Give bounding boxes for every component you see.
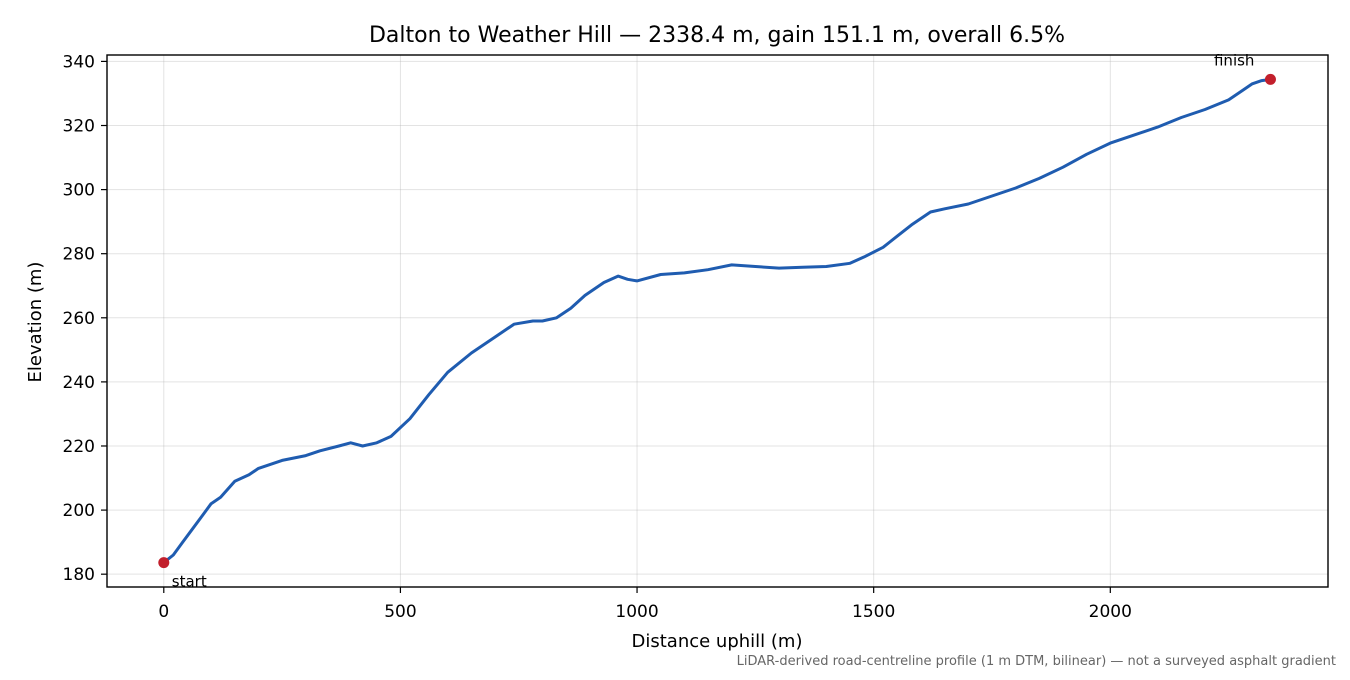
chart-title: Dalton to Weather Hill — 2338.4 m, gain … <box>369 23 1065 48</box>
x-axis-label: Distance uphill (m) <box>632 631 803 652</box>
elevation-line <box>162 77 1272 565</box>
marker-layer: start finish <box>158 51 1276 591</box>
y-tick-label: 300 <box>63 181 95 201</box>
x-axis-ticks: 0 500 1000 1500 2000 <box>158 587 1132 622</box>
y-axis-label: Elevation (m) <box>25 262 46 383</box>
y-tick-label: 260 <box>63 309 95 329</box>
grid-lines <box>107 55 1328 587</box>
series-layer <box>162 77 1272 565</box>
plot-frame <box>106 54 1329 588</box>
start-label: start <box>172 573 207 591</box>
x-tick-label: 500 <box>384 602 416 622</box>
y-tick-label: 240 <box>63 373 95 393</box>
x-tick-label: 1000 <box>615 602 658 622</box>
y-tick-label: 200 <box>63 501 95 521</box>
x-tick-label: 0 <box>158 602 169 622</box>
start-marker <box>158 557 170 569</box>
y-tick-label: 280 <box>63 245 95 265</box>
x-tick-label: 1500 <box>852 602 895 622</box>
finish-label: finish <box>1214 51 1254 69</box>
y-axis-ticks: 180 200 220 240 260 280 300 320 340 <box>63 52 107 585</box>
y-tick-label: 340 <box>63 52 95 72</box>
x-tick-label: 2000 <box>1089 602 1132 622</box>
y-tick-label: 180 <box>63 565 95 585</box>
y-tick-label: 320 <box>63 117 95 137</box>
finish-marker <box>1264 73 1276 85</box>
y-tick-label: 220 <box>63 437 95 457</box>
footnote: LiDAR-derived road-centreline profile (1… <box>737 654 1336 669</box>
